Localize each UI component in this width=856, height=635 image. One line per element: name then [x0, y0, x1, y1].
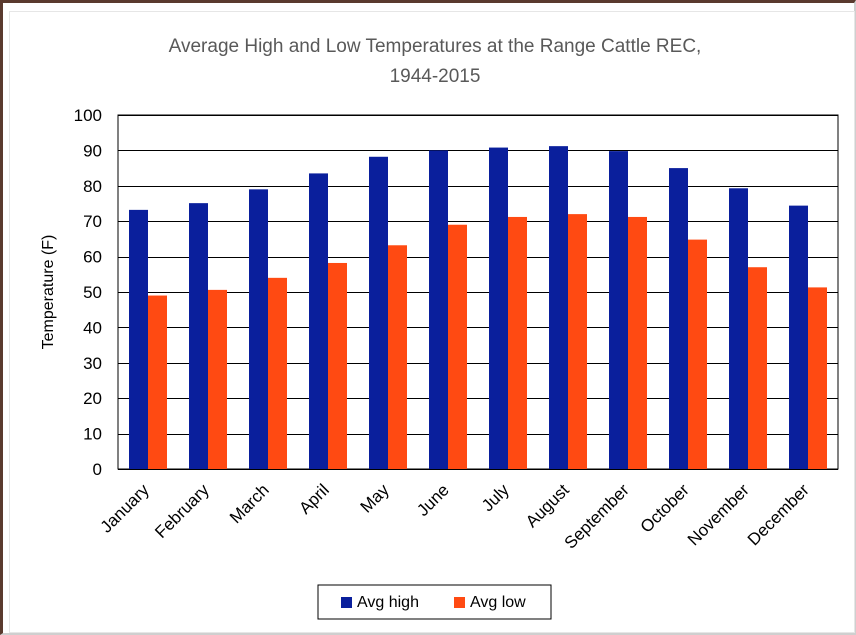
bar-avg-low-april [328, 262, 347, 469]
bar-avg-low-march [268, 277, 287, 469]
bar-avg-low-july [508, 216, 527, 469]
bar-avg-high-september [609, 151, 628, 469]
legend-label-avg-high: Avg high [357, 594, 419, 611]
bar-avg-high-june [429, 150, 448, 469]
gridlines [117, 114, 839, 470]
legend-label-avg-low: Avg low [470, 594, 526, 611]
legend-swatch-avg-low [454, 597, 465, 608]
y-tick-label: 100 [74, 106, 102, 125]
legend: Avg high Avg low [317, 584, 552, 620]
bar-avg-high-march [249, 189, 268, 469]
x-tick-label: July [478, 480, 513, 515]
chart-inner-border [9, 11, 855, 633]
y-axis-label: Temperature (F) [40, 235, 57, 350]
bar-avg-high-may [369, 156, 388, 469]
bar-avg-high-december [789, 205, 808, 469]
bar-avg-high-january [129, 209, 148, 469]
y-tick-label: 90 [83, 141, 102, 160]
y-tick-label: 40 [83, 318, 102, 337]
x-tick-label: April [295, 480, 332, 517]
legend-swatch-avg-high [341, 597, 352, 608]
bar-avg-low-december [808, 287, 827, 469]
x-tick-label: March [226, 480, 273, 527]
y-tick-label: 30 [83, 354, 102, 373]
x-tick-label: June [413, 480, 453, 520]
bar-avg-high-november [729, 188, 748, 469]
x-tick-label: January [97, 480, 154, 537]
x-tick-label: December [744, 480, 813, 549]
legend-box [317, 584, 552, 620]
bar-avg-high-april [309, 173, 328, 469]
y-tick-labels: 0 10 20 30 40 50 60 70 80 90 100 [74, 106, 102, 479]
x-tick-label: November [684, 480, 753, 549]
y-tick-label: 60 [83, 248, 102, 267]
bar-avg-low-june [448, 224, 467, 469]
x-tick-label: May [357, 480, 393, 516]
y-tick-label: 20 [83, 389, 102, 408]
bar-avg-low-may [388, 245, 407, 469]
bar-avg-low-october [688, 239, 707, 469]
y-tick-label: 50 [83, 283, 102, 302]
bar-avg-low-august [568, 214, 587, 469]
x-tick-label: October [637, 480, 693, 536]
bar-avg-low-september [628, 216, 647, 469]
chart-title-line-2: 1944-2015 [390, 66, 481, 87]
x-tick-label: February [151, 480, 213, 542]
y-tick-label: 70 [83, 212, 102, 231]
y-tick-label: 0 [93, 460, 102, 479]
y-tick-label: 80 [83, 177, 102, 196]
bar-avg-low-february [208, 289, 227, 469]
bar-avg-high-october [669, 168, 688, 469]
bar-avg-low-november [748, 267, 767, 469]
x-tick-label: September [561, 480, 633, 552]
bar-avg-high-july [489, 147, 508, 469]
bar-avg-low-january [148, 295, 167, 469]
bar-avg-high-august [549, 146, 568, 470]
bars [129, 146, 827, 470]
y-tick-label: 10 [83, 425, 102, 444]
bar-avg-high-february [189, 203, 208, 469]
chart-title-line-1: Average High and Low Temperatures at the… [169, 36, 702, 57]
x-tick-label: August [522, 480, 573, 531]
